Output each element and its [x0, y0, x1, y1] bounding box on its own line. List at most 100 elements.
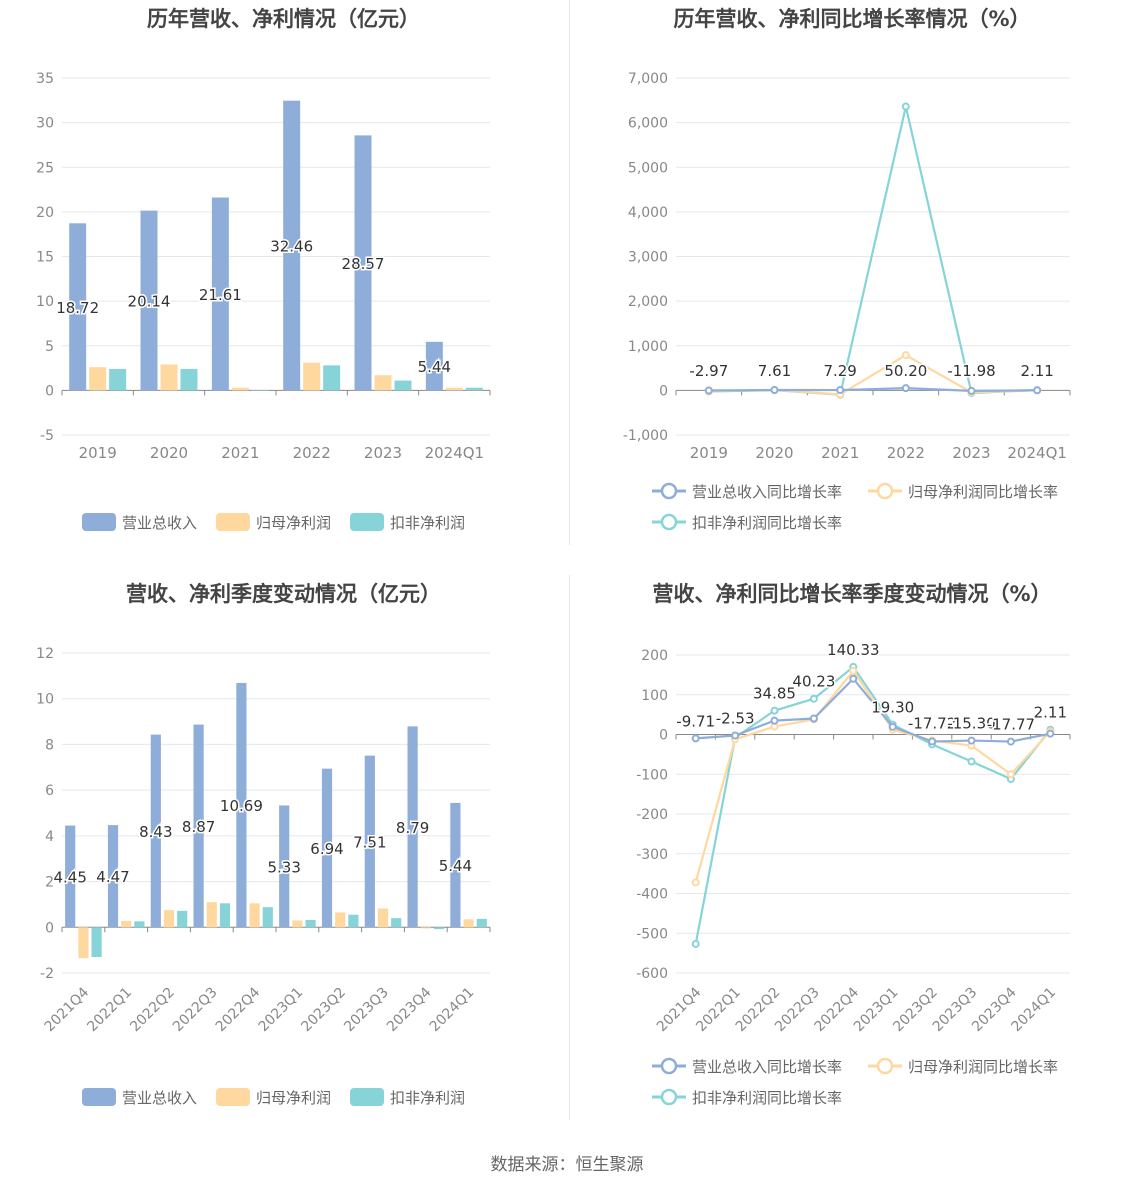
legend-swatch [350, 513, 384, 531]
data-label: -17.72 [908, 714, 956, 732]
bar-revenue [236, 682, 247, 928]
bar-net-profit [377, 908, 389, 928]
series-line [694, 669, 1052, 883]
legend-label: 归母净利润同比增长率 [908, 483, 1058, 501]
x-tick-label: 2022Q3 [170, 985, 221, 1036]
x-tick-label: 2021Q4 [42, 984, 93, 1035]
y-tick-label: -1,000 [623, 428, 668, 444]
line-point [1006, 770, 1015, 779]
bar-revenue [283, 100, 301, 391]
x-tick-label: 2023Q1 [256, 985, 307, 1036]
bar-deducted-profit [180, 368, 198, 391]
line-point [967, 757, 976, 766]
line-point [691, 939, 700, 948]
y-tick-label: 10 [36, 692, 54, 708]
line-point [928, 737, 937, 746]
line-point [1006, 737, 1015, 746]
bar-deducted-profit [465, 387, 483, 391]
line-point [1033, 386, 1042, 395]
x-tick-label: 2023Q3 [341, 985, 392, 1036]
x-tick-label: 2022Q2 [127, 985, 178, 1036]
bar-revenue [193, 724, 204, 928]
line-point [849, 666, 858, 675]
data-label: 8.87 [182, 818, 215, 836]
bar-net-profit [303, 362, 321, 391]
legend-swatch [82, 513, 116, 531]
data-label: 50.20 [884, 362, 927, 380]
line-point [691, 734, 700, 743]
y-tick-label: 7,000 [628, 71, 668, 87]
legend-swatch [216, 1088, 250, 1106]
y-tick-label: -5 [40, 428, 54, 444]
data-label: -15.30 [947, 715, 995, 733]
bar-deducted-profit [391, 918, 402, 928]
legend-marker [660, 513, 678, 531]
bar-deducted-profit [433, 927, 445, 930]
series-line [708, 387, 1038, 393]
legend-marker [660, 482, 678, 500]
y-tick-label: 35 [36, 71, 54, 87]
x-tick-label: 2023 [364, 444, 402, 462]
bar-revenue [140, 210, 158, 391]
data-label: 10.69 [220, 797, 263, 815]
y-tick-label: 100 [641, 688, 668, 704]
legend-label: 归母净利润同比增长率 [908, 1058, 1058, 1076]
data-label: 4.47 [96, 868, 129, 886]
x-tick-label: 2023Q4 [384, 984, 435, 1035]
data-label: 8.79 [396, 819, 429, 837]
x-tick-label: 2022Q4 [213, 984, 264, 1035]
y-tick-label: 15 [36, 250, 54, 266]
line-point [704, 386, 713, 395]
chart-title: 历年营收、净利同比增长率情况（%） [673, 7, 1030, 31]
chart-title: 营收、净利季度变动情况（亿元） [126, 582, 441, 606]
x-tick-label: 2024Q1 [1009, 985, 1060, 1036]
bar-deducted-profit [219, 903, 231, 928]
y-tick-label: 0 [45, 920, 54, 936]
bar-revenue [107, 825, 119, 928]
bar-revenue [364, 755, 375, 928]
data-label: 6.94 [310, 840, 343, 858]
line-point [967, 736, 976, 745]
bar-net-profit [374, 375, 392, 391]
bar-net-profit [335, 912, 346, 928]
bar-deducted-profit [305, 919, 316, 928]
bar-revenue [450, 802, 461, 928]
y-tick-label: 20 [36, 205, 54, 221]
y-tick-label: -200 [636, 807, 668, 823]
series-line [694, 665, 1052, 945]
x-tick-label: 2022 [887, 444, 925, 462]
x-tick-label: 2021 [221, 444, 259, 462]
data-label: 5.44 [439, 857, 472, 875]
bar-revenue [321, 768, 333, 928]
bar-deducted-profit [109, 368, 127, 391]
bar-revenue [279, 805, 290, 928]
annual-revenue-profit-panel: 历年营收、净利情况（亿元） -5 0 5 10 15 20 25 30 35 2019 2020 202… [0, 0, 567, 580]
bar-revenue [150, 734, 161, 928]
x-tick-label: 2022Q1 [84, 985, 135, 1036]
data-label: 7.29 [823, 362, 856, 380]
line-point [770, 706, 779, 715]
legend-label: 营业总收入同比增长率 [692, 483, 842, 501]
y-tick-label: 10 [36, 294, 54, 310]
line-point [849, 674, 858, 683]
legend-marker [876, 482, 894, 500]
legend-label: 扣非净利润 [390, 1089, 465, 1107]
y-tick-label: -300 [636, 847, 668, 863]
bar-net-profit [206, 902, 217, 928]
legend-swatch [216, 513, 250, 531]
bar-net-profit [89, 367, 107, 391]
bar-revenue [211, 197, 229, 391]
data-label: 2.11 [1034, 704, 1067, 722]
legend-swatch [82, 1088, 116, 1106]
data-label: -17.77 [987, 716, 1035, 734]
data-label: 18.72 [56, 299, 99, 317]
data-label: 28.57 [342, 255, 385, 273]
data-label: -2.53 [716, 710, 755, 728]
legend-label: 归母净利润 [256, 514, 331, 532]
bar-net-profit [420, 927, 431, 929]
bar-deducted-profit [323, 365, 341, 391]
y-tick-label: 0 [45, 383, 54, 399]
line-point [809, 714, 818, 723]
y-tick-label: 30 [36, 116, 54, 132]
data-label: 20.14 [128, 293, 171, 311]
